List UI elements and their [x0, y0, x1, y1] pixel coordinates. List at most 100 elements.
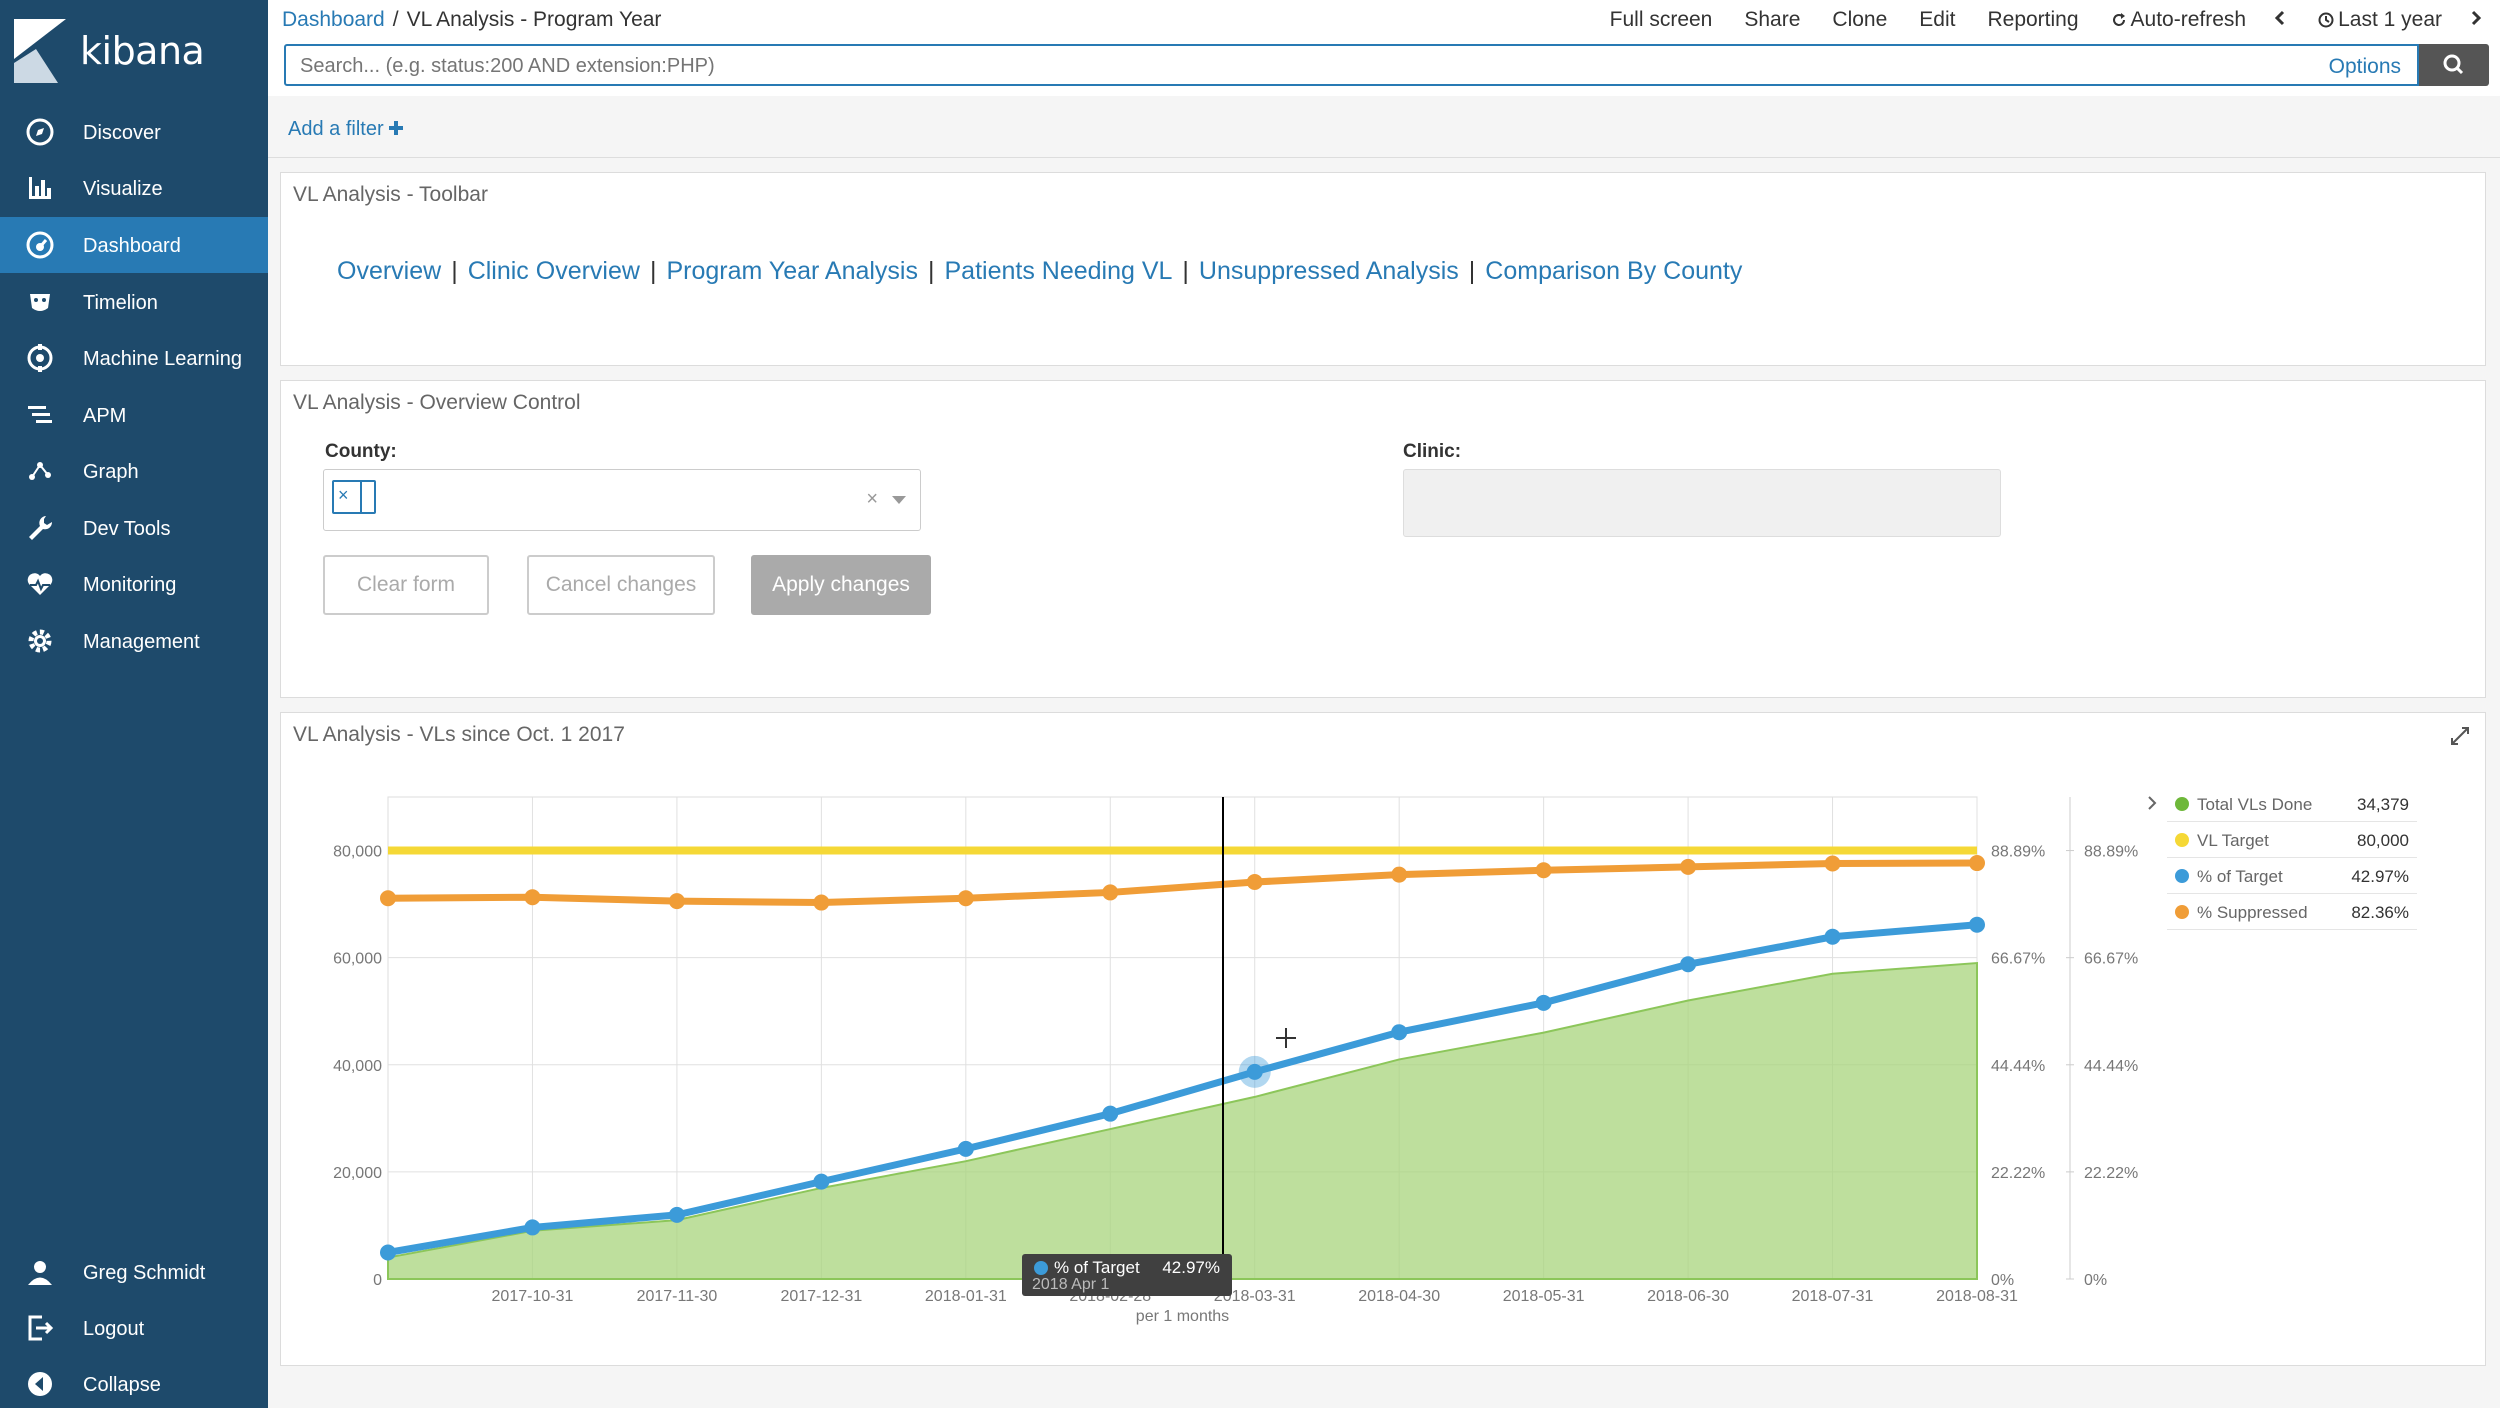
y-left-tick-label: 60,000	[333, 951, 382, 968]
search-box: Options	[284, 44, 2419, 86]
hover-highlight-point	[1238, 1055, 1271, 1088]
x-tick-label: 2018-07-31	[1792, 1288, 1874, 1305]
sidebar-item-management[interactable]: Management	[0, 613, 268, 669]
county-chip[interactable]: ×	[332, 480, 376, 514]
legend-item[interactable]: % Suppressed 82.36%	[2167, 894, 2417, 930]
toolbar-link-clinic-overview[interactable]: Clinic Overview	[467, 257, 640, 285]
legend-dot	[2175, 869, 2189, 883]
link-separator: |	[1468, 257, 1476, 285]
toolbar-link-comparison-by-county[interactable]: Comparison By County	[1485, 257, 1743, 285]
chip-remove-icon[interactable]: ×	[338, 485, 349, 505]
series--suppressed-line	[387, 859, 1978, 907]
sidebar-item-machine-learning[interactable]: Machine Learning	[0, 330, 268, 386]
filter-bar: Add a filter	[268, 100, 2500, 158]
auto-refresh-button[interactable]: Auto-refresh	[2111, 8, 2246, 32]
series--of-target-point	[957, 1140, 974, 1157]
toolbar-link-program-year-analysis[interactable]: Program Year Analysis	[666, 257, 918, 285]
x-tick-label: 2017-12-31	[780, 1288, 862, 1305]
logout-button[interactable]: Logout	[0, 1300, 268, 1356]
sidebar-item-label: Graph	[83, 461, 139, 483]
y-right-tick-label: 88.89%	[1991, 844, 2045, 861]
timelion-icon	[30, 294, 50, 311]
full-screen-button[interactable]: Full screen	[1609, 8, 1713, 31]
search-bar: Options	[268, 40, 2500, 96]
clear-selection-icon[interactable]: ×	[866, 488, 878, 510]
clinic-select[interactable]	[1403, 469, 2001, 537]
legend-item[interactable]: VL Target 80,000	[2167, 822, 2417, 858]
share-button[interactable]: Share	[1744, 8, 1801, 31]
search-button[interactable]	[2419, 44, 2489, 86]
collapse-button[interactable]: Collapse	[0, 1356, 268, 1408]
time-back-button[interactable]	[2274, 8, 2286, 32]
user-icon	[28, 1261, 52, 1285]
legend-toggle[interactable]	[2146, 794, 2158, 818]
toolbar-link-patients-needing-vl[interactable]: Patients Needing VL	[944, 257, 1173, 285]
clone-button[interactable]: Clone	[1832, 8, 1888, 31]
legend-item[interactable]: Total VLs Done 34,379	[2167, 786, 2417, 822]
sidebar-item-label: Visualize	[83, 178, 163, 200]
toolbar-link-unsuppressed-analysis[interactable]: Unsuppressed Analysis	[1198, 257, 1459, 285]
clear-form-button[interactable]: Clear form	[323, 555, 489, 615]
tooltip-series-dot	[1034, 1261, 1048, 1275]
search-options-button[interactable]: Options	[2328, 55, 2401, 78]
brand-name: kibana	[80, 29, 205, 73]
add-filter-button[interactable]: Add a filter	[288, 118, 404, 141]
sidebar-item-dev-tools[interactable]: Dev Tools	[0, 500, 268, 556]
y-right-tick-label: 22.22%	[1991, 1165, 2045, 1182]
link-separator: |	[451, 257, 458, 285]
series--of-target-line	[387, 921, 1978, 1256]
sidebar-item-label: Discover	[83, 122, 161, 144]
legend-item[interactable]: % of Target 42.97%	[2167, 858, 2417, 894]
panel-title: VL Analysis - VLs since Oct. 1 2017	[293, 723, 625, 746]
edit-button[interactable]: Edit	[1919, 8, 1956, 31]
plus-icon	[389, 121, 404, 135]
series--suppressed-point	[668, 893, 685, 910]
reporting-button[interactable]: Reporting	[1987, 8, 2079, 31]
county-select[interactable]: × ×	[323, 469, 921, 531]
series--of-target-point	[524, 1219, 541, 1236]
x-tick-label: 2018-08-31	[1936, 1288, 2018, 1305]
series--of-target-point	[1535, 994, 1552, 1011]
toolbar-panel: VL Analysis - Toolbar Overview | Clinic Ov…	[280, 172, 2486, 366]
search-input[interactable]	[300, 52, 2200, 80]
user-menu[interactable]: Greg Schmidt	[0, 1244, 268, 1300]
sidebar-item-discover[interactable]: Discover	[0, 104, 268, 160]
toolbar-link-overview[interactable]: Overview	[337, 257, 442, 285]
expand-icon[interactable]	[2449, 725, 2471, 747]
sidebar-item-timelion[interactable]: Timelion	[0, 274, 268, 330]
series--suppressed-point	[957, 890, 974, 907]
sidebar: kibana Discover Visualize Dashboard Time…	[0, 0, 268, 1408]
tooltip-date: 2018 Apr 1	[1032, 1276, 1110, 1293]
link-separator: |	[1182, 257, 1189, 285]
kibana-logo[interactable]: kibana	[14, 14, 205, 88]
series--suppressed-point	[524, 889, 541, 906]
chevron-down-icon[interactable]	[892, 496, 906, 504]
sidebar-item-monitoring[interactable]: Monitoring	[0, 556, 268, 612]
series--suppressed-point	[1824, 855, 1841, 872]
heartbeat-icon	[27, 573, 53, 595]
sidebar-item-graph[interactable]: Graph	[0, 443, 268, 499]
x-tick-label: 2018-04-30	[1358, 1288, 1440, 1305]
series--suppressed-point	[1969, 855, 1985, 872]
series--suppressed-point	[1680, 858, 1697, 875]
breadcrumb-dashboard[interactable]: Dashboard	[282, 8, 385, 31]
cancel-changes-button[interactable]: Cancel changes	[527, 555, 715, 615]
legend-item-value: 80,000	[2357, 831, 2409, 850]
apply-changes-button[interactable]: Apply changes	[751, 555, 931, 615]
time-forward-button[interactable]	[2470, 8, 2482, 32]
sidebar-item-dashboard[interactable]: Dashboard	[0, 217, 268, 273]
legend-item-value: 82.36%	[2351, 903, 2409, 922]
y-right-tick-label: 0%	[1991, 1272, 2014, 1289]
sidebar-item-apm[interactable]: APM	[0, 387, 268, 443]
kibana-logo-icon	[14, 19, 66, 83]
y-left-tick-label: 0	[373, 1272, 382, 1289]
sidebar-item-label: Dashboard	[83, 235, 181, 257]
sidebar-item-label: Machine Learning	[83, 348, 242, 370]
gear-icon	[28, 629, 52, 653]
legend-item-name: % Suppressed	[2197, 903, 2308, 922]
time-picker-button[interactable]: Last 1 year	[2318, 8, 2442, 32]
sidebar-item-visualize[interactable]: Visualize	[0, 160, 268, 216]
dashboard-icon	[26, 231, 54, 259]
tooltip-series-name: % of Target	[1054, 1258, 1140, 1277]
